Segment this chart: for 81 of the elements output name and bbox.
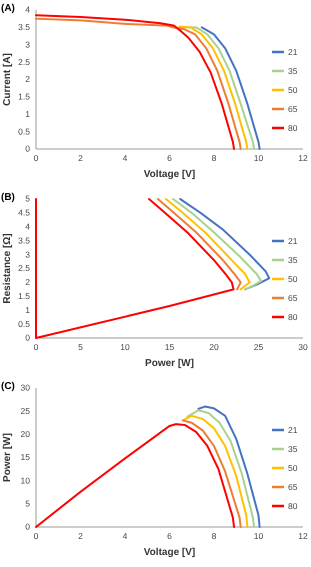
x-tick-label: 20	[209, 342, 219, 352]
x-tick-label: 15	[164, 342, 174, 352]
x-tick-label: 6	[167, 153, 172, 164]
line-series	[186, 409, 256, 528]
legend-label: 65	[288, 293, 298, 303]
line-series	[156, 198, 242, 290]
line-series	[172, 198, 262, 290]
legend-label: 21	[288, 425, 298, 435]
y-tick-label: 1.5	[18, 92, 30, 102]
y-tick-label: 4	[25, 222, 30, 232]
x-axis-title: Voltage [V]	[144, 169, 196, 180]
legend-label: 50	[288, 85, 298, 95]
legend-label: 50	[288, 274, 298, 284]
y-tick-label: 1.5	[18, 291, 30, 302]
legend-label: 80	[288, 312, 298, 322]
x-tick-label: 4	[122, 153, 128, 164]
x-tick-label: 10	[120, 342, 130, 352]
y-tick-label: 0	[25, 522, 30, 532]
line-series	[200, 26, 261, 150]
x-tick-label: 0	[34, 531, 39, 542]
y-axis-title: Resistance [Ω]	[2, 233, 13, 304]
legend-label: 50	[288, 463, 298, 473]
chart-title: (B)	[1, 192, 15, 203]
legend-label: 35	[288, 66, 298, 76]
y-tick-label: 0.5	[18, 126, 30, 136]
y-tick-label: 1	[25, 108, 30, 119]
x-axis-title: Power [W]	[145, 358, 194, 369]
line-series	[35, 198, 235, 339]
x-tick-label: 8	[212, 153, 217, 164]
x-tick-label: 30	[298, 342, 308, 352]
chart-title: (A)	[1, 3, 15, 14]
x-tick-label: 8	[212, 531, 217, 542]
x-tick-label: 10	[254, 531, 264, 542]
y-tick-label: 25	[20, 406, 30, 416]
y-tick-label: 15	[20, 452, 30, 462]
legend-label: 21	[288, 236, 298, 246]
legend-label: 80	[288, 501, 298, 511]
x-tick-label: 0	[34, 342, 39, 352]
x-tick-label: 2	[78, 153, 84, 164]
chart-title: (C)	[1, 381, 15, 392]
line-series	[197, 406, 261, 528]
legend-label: 35	[288, 255, 298, 265]
x-tick-label: 6	[167, 531, 172, 542]
y-axis-title: Current [A]	[2, 53, 13, 106]
legend-label: 21	[288, 47, 298, 57]
x-tick-label: 12	[298, 153, 308, 164]
x-axis-title: Voltage [V]	[144, 547, 196, 558]
legend-label: 65	[288, 482, 298, 492]
line-series	[164, 198, 251, 290]
line-series	[35, 423, 236, 528]
y-tick-label: 3.5	[18, 22, 30, 32]
y-tick-label: 0.5	[18, 318, 30, 329]
x-tick-label: 12	[298, 531, 308, 542]
y-tick-label: 0	[25, 144, 30, 154]
y-tick-label: 5	[25, 194, 30, 204]
y-tick-label: 5	[25, 498, 30, 509]
y-tick-label: 3.5	[18, 235, 30, 246]
x-tick-label: 2	[78, 531, 84, 542]
legend-label: 65	[288, 104, 298, 114]
x-tick-label: 4	[122, 531, 128, 542]
y-tick-label: 1	[25, 304, 30, 315]
y-tick-label: 20	[20, 429, 30, 440]
y-tick-label: 3	[25, 249, 30, 260]
y-tick-label: 0	[25, 332, 30, 343]
y-tick-label: 10	[20, 475, 30, 486]
y-tick-label: 2	[25, 277, 30, 288]
legend-label: 35	[288, 444, 298, 454]
y-tick-label: 3	[25, 39, 30, 50]
line-series	[179, 198, 270, 290]
x-tick-label: 0	[34, 153, 39, 164]
x-tick-label: 25	[254, 342, 264, 352]
y-tick-label: 2	[25, 74, 30, 84]
x-tick-label: 10	[254, 153, 264, 164]
legend-label: 80	[288, 123, 298, 133]
x-tick-label: 5	[78, 342, 84, 352]
y-tick-label: 4	[25, 4, 30, 15]
y-tick-label: 2.5	[18, 56, 30, 67]
y-tick-label: 2.5	[18, 263, 30, 274]
y-tick-label: 4.5	[18, 208, 30, 218]
y-axis-title: Power [W]	[2, 433, 13, 482]
y-tick-label: 30	[20, 382, 30, 393]
